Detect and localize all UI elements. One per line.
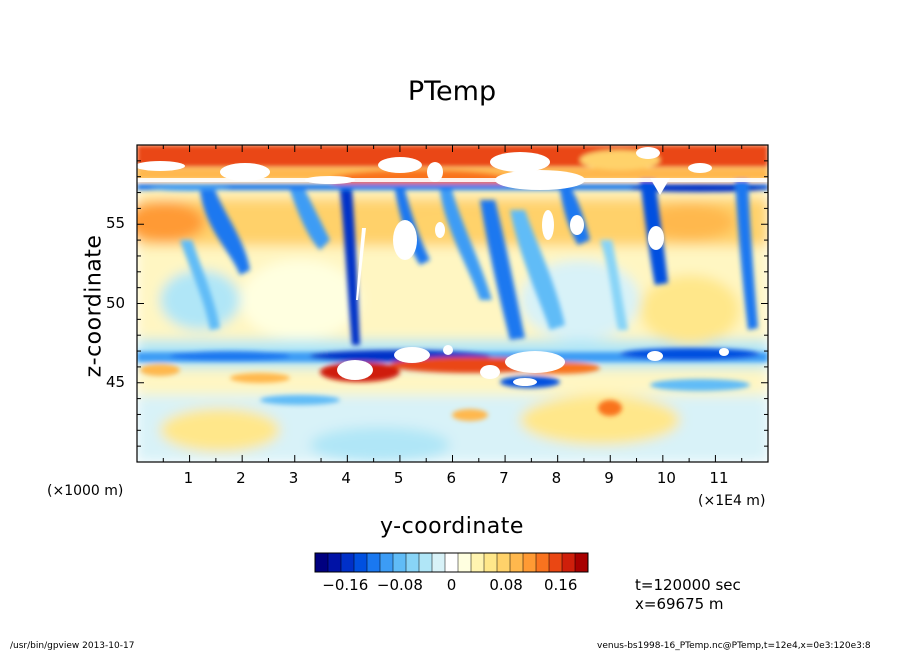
colorbar-tick-label: 0.08 bbox=[489, 576, 523, 594]
colorbar-swatch bbox=[523, 553, 537, 572]
x-tick-label: 3 bbox=[288, 469, 299, 487]
colorbar-swatch bbox=[406, 553, 420, 572]
colorbar-swatch bbox=[471, 553, 485, 572]
x-tick-label: 5 bbox=[393, 469, 404, 487]
colorbar-swatch bbox=[510, 553, 524, 572]
colorbar-swatch bbox=[354, 553, 368, 572]
y-tick-label: 45 bbox=[106, 372, 126, 391]
colorbar-swatch bbox=[380, 553, 394, 572]
heatmap-field bbox=[137, 145, 768, 462]
colorbar bbox=[314, 552, 589, 573]
colorbar-swatch bbox=[497, 553, 511, 572]
colorbar-frame bbox=[314, 552, 589, 573]
colorbar-swatch bbox=[393, 553, 407, 572]
colorbar-swatch bbox=[328, 553, 342, 572]
x-tick-label: 1 bbox=[183, 469, 194, 487]
x-scale-label: (×1E4 m) bbox=[698, 493, 766, 509]
y-tick-label: 55 bbox=[106, 214, 126, 233]
colorbar-swatch bbox=[562, 553, 576, 572]
time-annotation: t=120000 sec bbox=[635, 576, 741, 594]
colorbar-tick-label: −0.08 bbox=[376, 576, 423, 594]
chart-title: PTemp bbox=[407, 76, 497, 107]
colorbar-swatch bbox=[432, 553, 446, 572]
colorbar-swatch bbox=[445, 553, 459, 572]
footer-right: venus-bs1998-16_PTemp.nc@PTemp,t=12e4,x=… bbox=[597, 641, 871, 651]
x-tick-label: 11 bbox=[709, 469, 729, 487]
y-axis-ticks bbox=[137, 160, 768, 447]
y-axis-label: z-coordinate bbox=[81, 234, 107, 378]
position-annotation: x=69675 m bbox=[635, 595, 724, 613]
x-tick-label: 9 bbox=[604, 469, 614, 487]
colorbar-swatch bbox=[575, 553, 589, 572]
x-tick-label: 7 bbox=[499, 469, 509, 487]
x-tick-label: 8 bbox=[551, 469, 562, 487]
colorbar-swatch bbox=[549, 553, 563, 572]
colorbar-swatch bbox=[484, 553, 498, 572]
colorbar-tick-label: 0.16 bbox=[543, 576, 578, 594]
x-tick-label: 10 bbox=[656, 469, 676, 487]
colorbar-swatch bbox=[341, 553, 355, 572]
colorbar-swatch bbox=[419, 553, 433, 572]
colorbar-swatch bbox=[458, 553, 472, 572]
footer-left: /usr/bin/gpview 2013-10-17 bbox=[10, 641, 135, 651]
x-axis-ticks bbox=[162, 145, 743, 462]
x-tick-label: 6 bbox=[446, 469, 457, 487]
x-unit-label: (×1000 m) bbox=[47, 483, 124, 499]
colorbar-swatch bbox=[367, 553, 381, 572]
y-tick-label: 50 bbox=[106, 293, 126, 312]
x-axis-label: y-coordinate bbox=[380, 514, 524, 539]
colorbar-swatch bbox=[536, 553, 550, 572]
colorbar-tick-label: −0.16 bbox=[322, 576, 369, 594]
x-tick-label: 2 bbox=[236, 469, 246, 487]
x-tick-label: 4 bbox=[341, 469, 351, 487]
colorbar-swatch bbox=[315, 553, 329, 572]
colorbar-tick-label: 0 bbox=[446, 576, 457, 594]
